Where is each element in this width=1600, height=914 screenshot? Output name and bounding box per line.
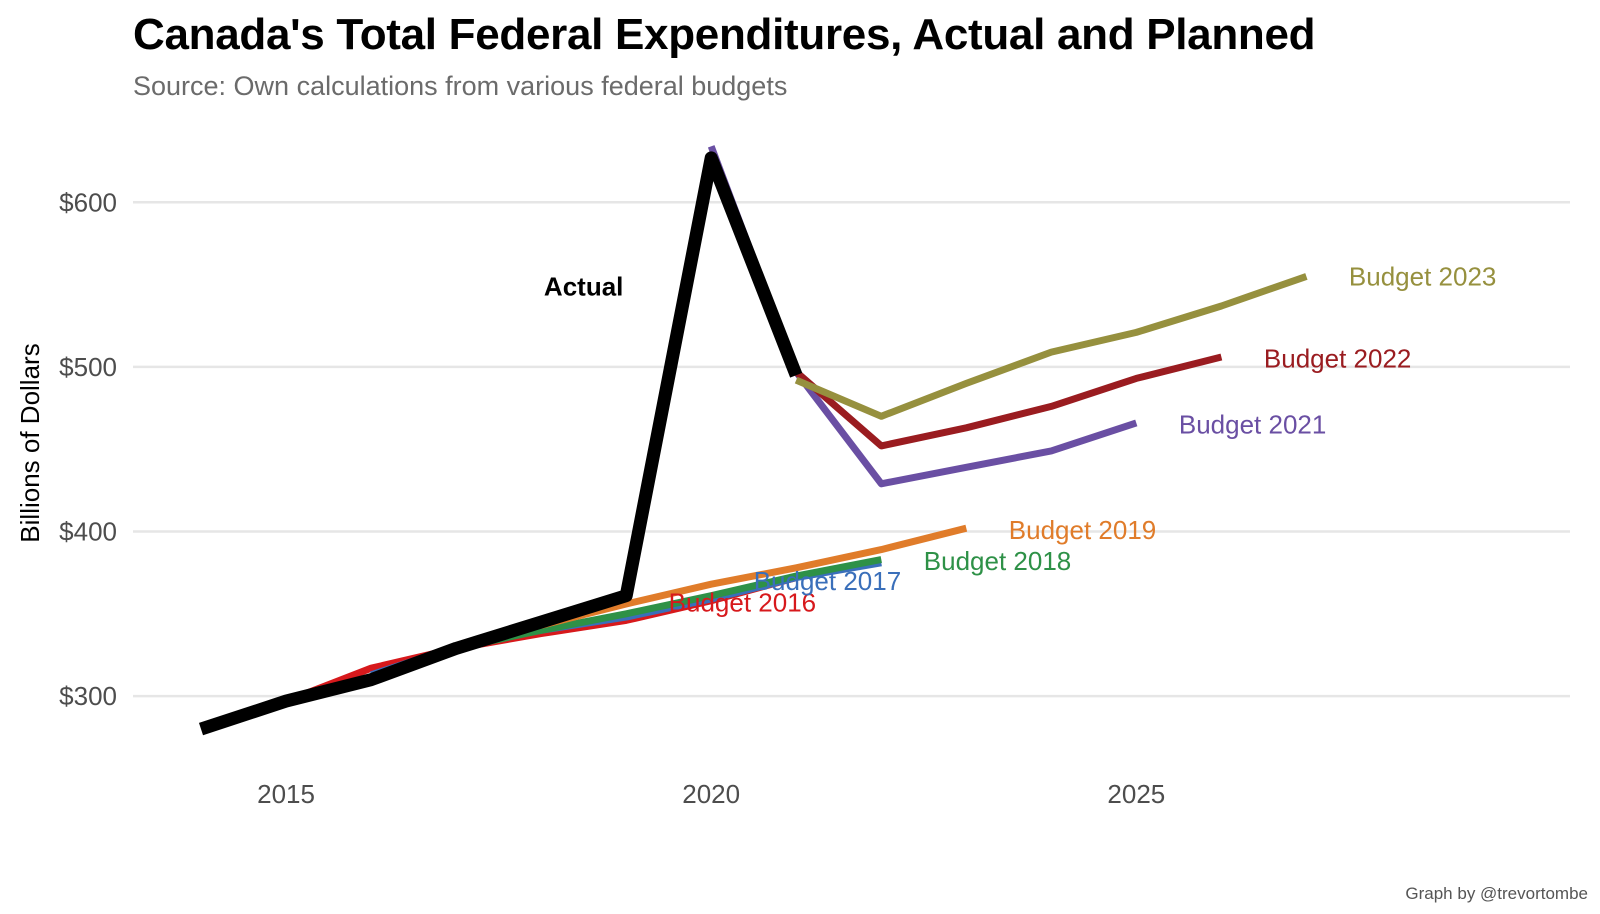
annotation-actual: Actual (544, 271, 623, 301)
series-label-budget-2018: Budget 2018 (924, 546, 1071, 576)
x-tick-label-2015: 2015 (257, 779, 315, 809)
x-tick-label-2025: 2025 (1107, 779, 1165, 809)
series-label-budget-2019: Budget 2019 (1009, 515, 1156, 545)
series-line-budget-2018 (455, 556, 882, 652)
series-label-budget-2023: Budget 2023 (1349, 261, 1496, 291)
series-label-budget-2016: Budget 2016 (669, 587, 816, 617)
y-axis-label: Billions of Dollars (15, 343, 45, 542)
chart-subtitle: Source: Own calculations from various fe… (133, 71, 788, 101)
series-label-budget-2017: Budget 2017 (754, 566, 901, 596)
chart-caption: Graph by @trevortombe (1405, 884, 1588, 903)
y-tick-label-300: $300 (59, 681, 117, 711)
x-tick-label-2020: 2020 (682, 779, 740, 809)
chart-title: Canada's Total Federal Expenditures, Act… (133, 10, 1316, 59)
series-line-actual (198, 151, 803, 736)
series-line-budget-2023 (794, 273, 1308, 420)
y-tick-label-600: $600 (59, 187, 117, 217)
series-label-budget-2021: Budget 2021 (1179, 410, 1326, 440)
y-tick-label-400: $400 (59, 517, 117, 547)
y-tick-label-500: $500 (59, 352, 117, 382)
series-label-budget-2022: Budget 2022 (1264, 344, 1411, 374)
series-line-budget-2019 (540, 524, 968, 629)
series-line-budget-2022 (793, 353, 1223, 450)
